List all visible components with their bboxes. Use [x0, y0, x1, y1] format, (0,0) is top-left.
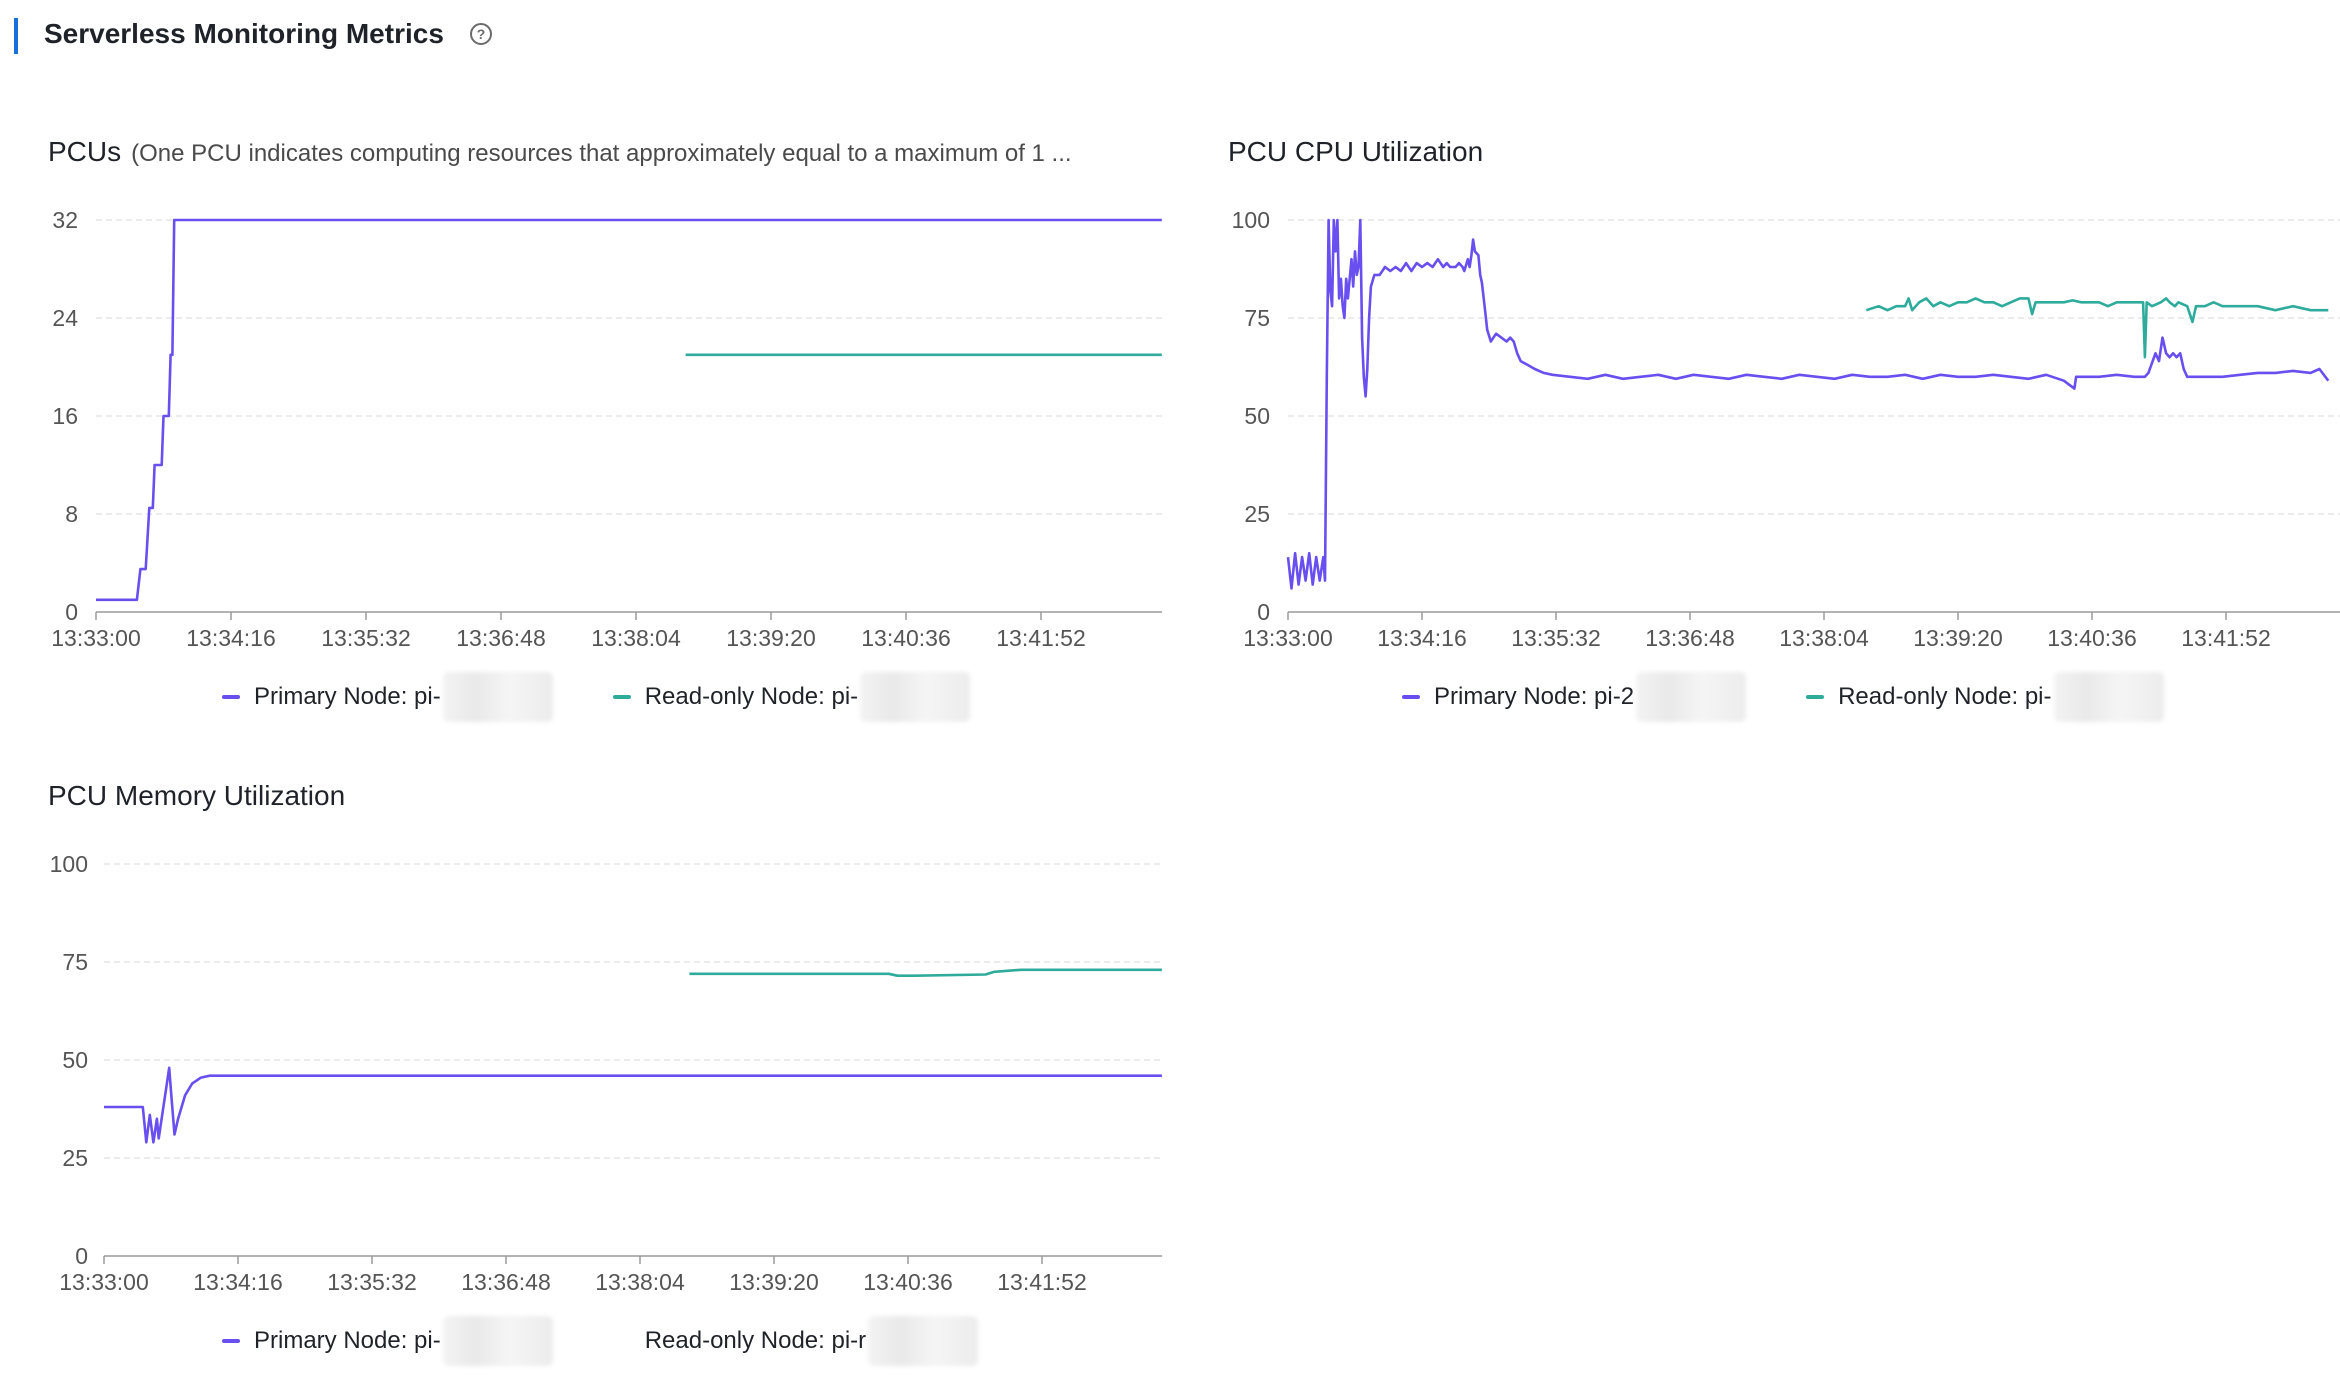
memory-legend: Primary Node: pi- Read-only Node: pi-r [222, 1316, 1038, 1366]
legend-item-readonly[interactable]: Read-only Node: pi- [612, 672, 971, 722]
legend-label-primary: Primary Node: pi-2 [1434, 683, 1635, 710]
cpu-chart-panel: PCU CPU Utilization [1228, 132, 2328, 732]
redacted-node-id [860, 672, 971, 722]
memory-chart-panel: PCU Memory Utilization [48, 776, 1168, 1376]
legend-item-primary[interactable]: Primary Node: pi-2 [1402, 672, 1747, 722]
pcus-legend: Primary Node: pi- Read-only Node: pi- [222, 672, 1030, 722]
redacted-node-id [868, 1316, 979, 1366]
legend-label-readonly: Read-only Node: pi- [1838, 683, 2052, 710]
legend-label-readonly: Read-only Node: pi- [644, 683, 859, 710]
legend-swatch-readonly [612, 695, 631, 699]
legend-item-readonly[interactable]: Read-only Node: pi- [1806, 672, 2164, 722]
redacted-node-id [1636, 672, 1747, 722]
chart-title-text: PCUs [48, 136, 122, 167]
legend-label-primary: Primary Node: pi- [254, 683, 441, 710]
legend-swatch-primary [222, 695, 240, 699]
chart-title: PCU Memory Utilization [48, 780, 346, 811]
legend-swatch-primary [222, 1339, 240, 1343]
legend-swatch-readonly [1806, 695, 1825, 699]
header-accent-bar [14, 18, 18, 54]
chart-subtitle: (One PCU indicates computing resources t… [131, 140, 1072, 167]
redacted-node-id [442, 672, 553, 722]
chart-title: PCU CPU Utilization [1228, 136, 1484, 167]
section-header: Serverless Monitoring Metrics ? [0, 0, 2340, 70]
chart-title: PCUs (One PCU indicates computing resourc… [48, 132, 1072, 174]
redacted-node-id [2053, 672, 2164, 722]
redacted-node-id [442, 1316, 553, 1366]
legend-label-primary: Primary Node: pi- [254, 1327, 441, 1354]
section-title: Serverless Monitoring Metrics [44, 18, 444, 49]
legend-item-primary[interactable]: Primary Node: pi- [222, 1316, 553, 1366]
cpu-legend: Primary Node: pi-2 Read-only Node: pi- [1402, 672, 2224, 722]
pcus-chart-panel: PCUs (One PCU indicates computing resourc… [48, 132, 1168, 732]
legend-swatch-readonly [613, 1339, 631, 1343]
legend-item-readonly[interactable]: Read-only Node: pi-r [613, 1316, 979, 1366]
legend-item-primary[interactable]: Primary Node: pi- [222, 672, 553, 722]
legend-label-readonly: Read-only Node: pi-r [644, 1327, 867, 1354]
legend-swatch-primary [1402, 695, 1420, 699]
question-circle-icon[interactable]: ? [470, 23, 492, 45]
